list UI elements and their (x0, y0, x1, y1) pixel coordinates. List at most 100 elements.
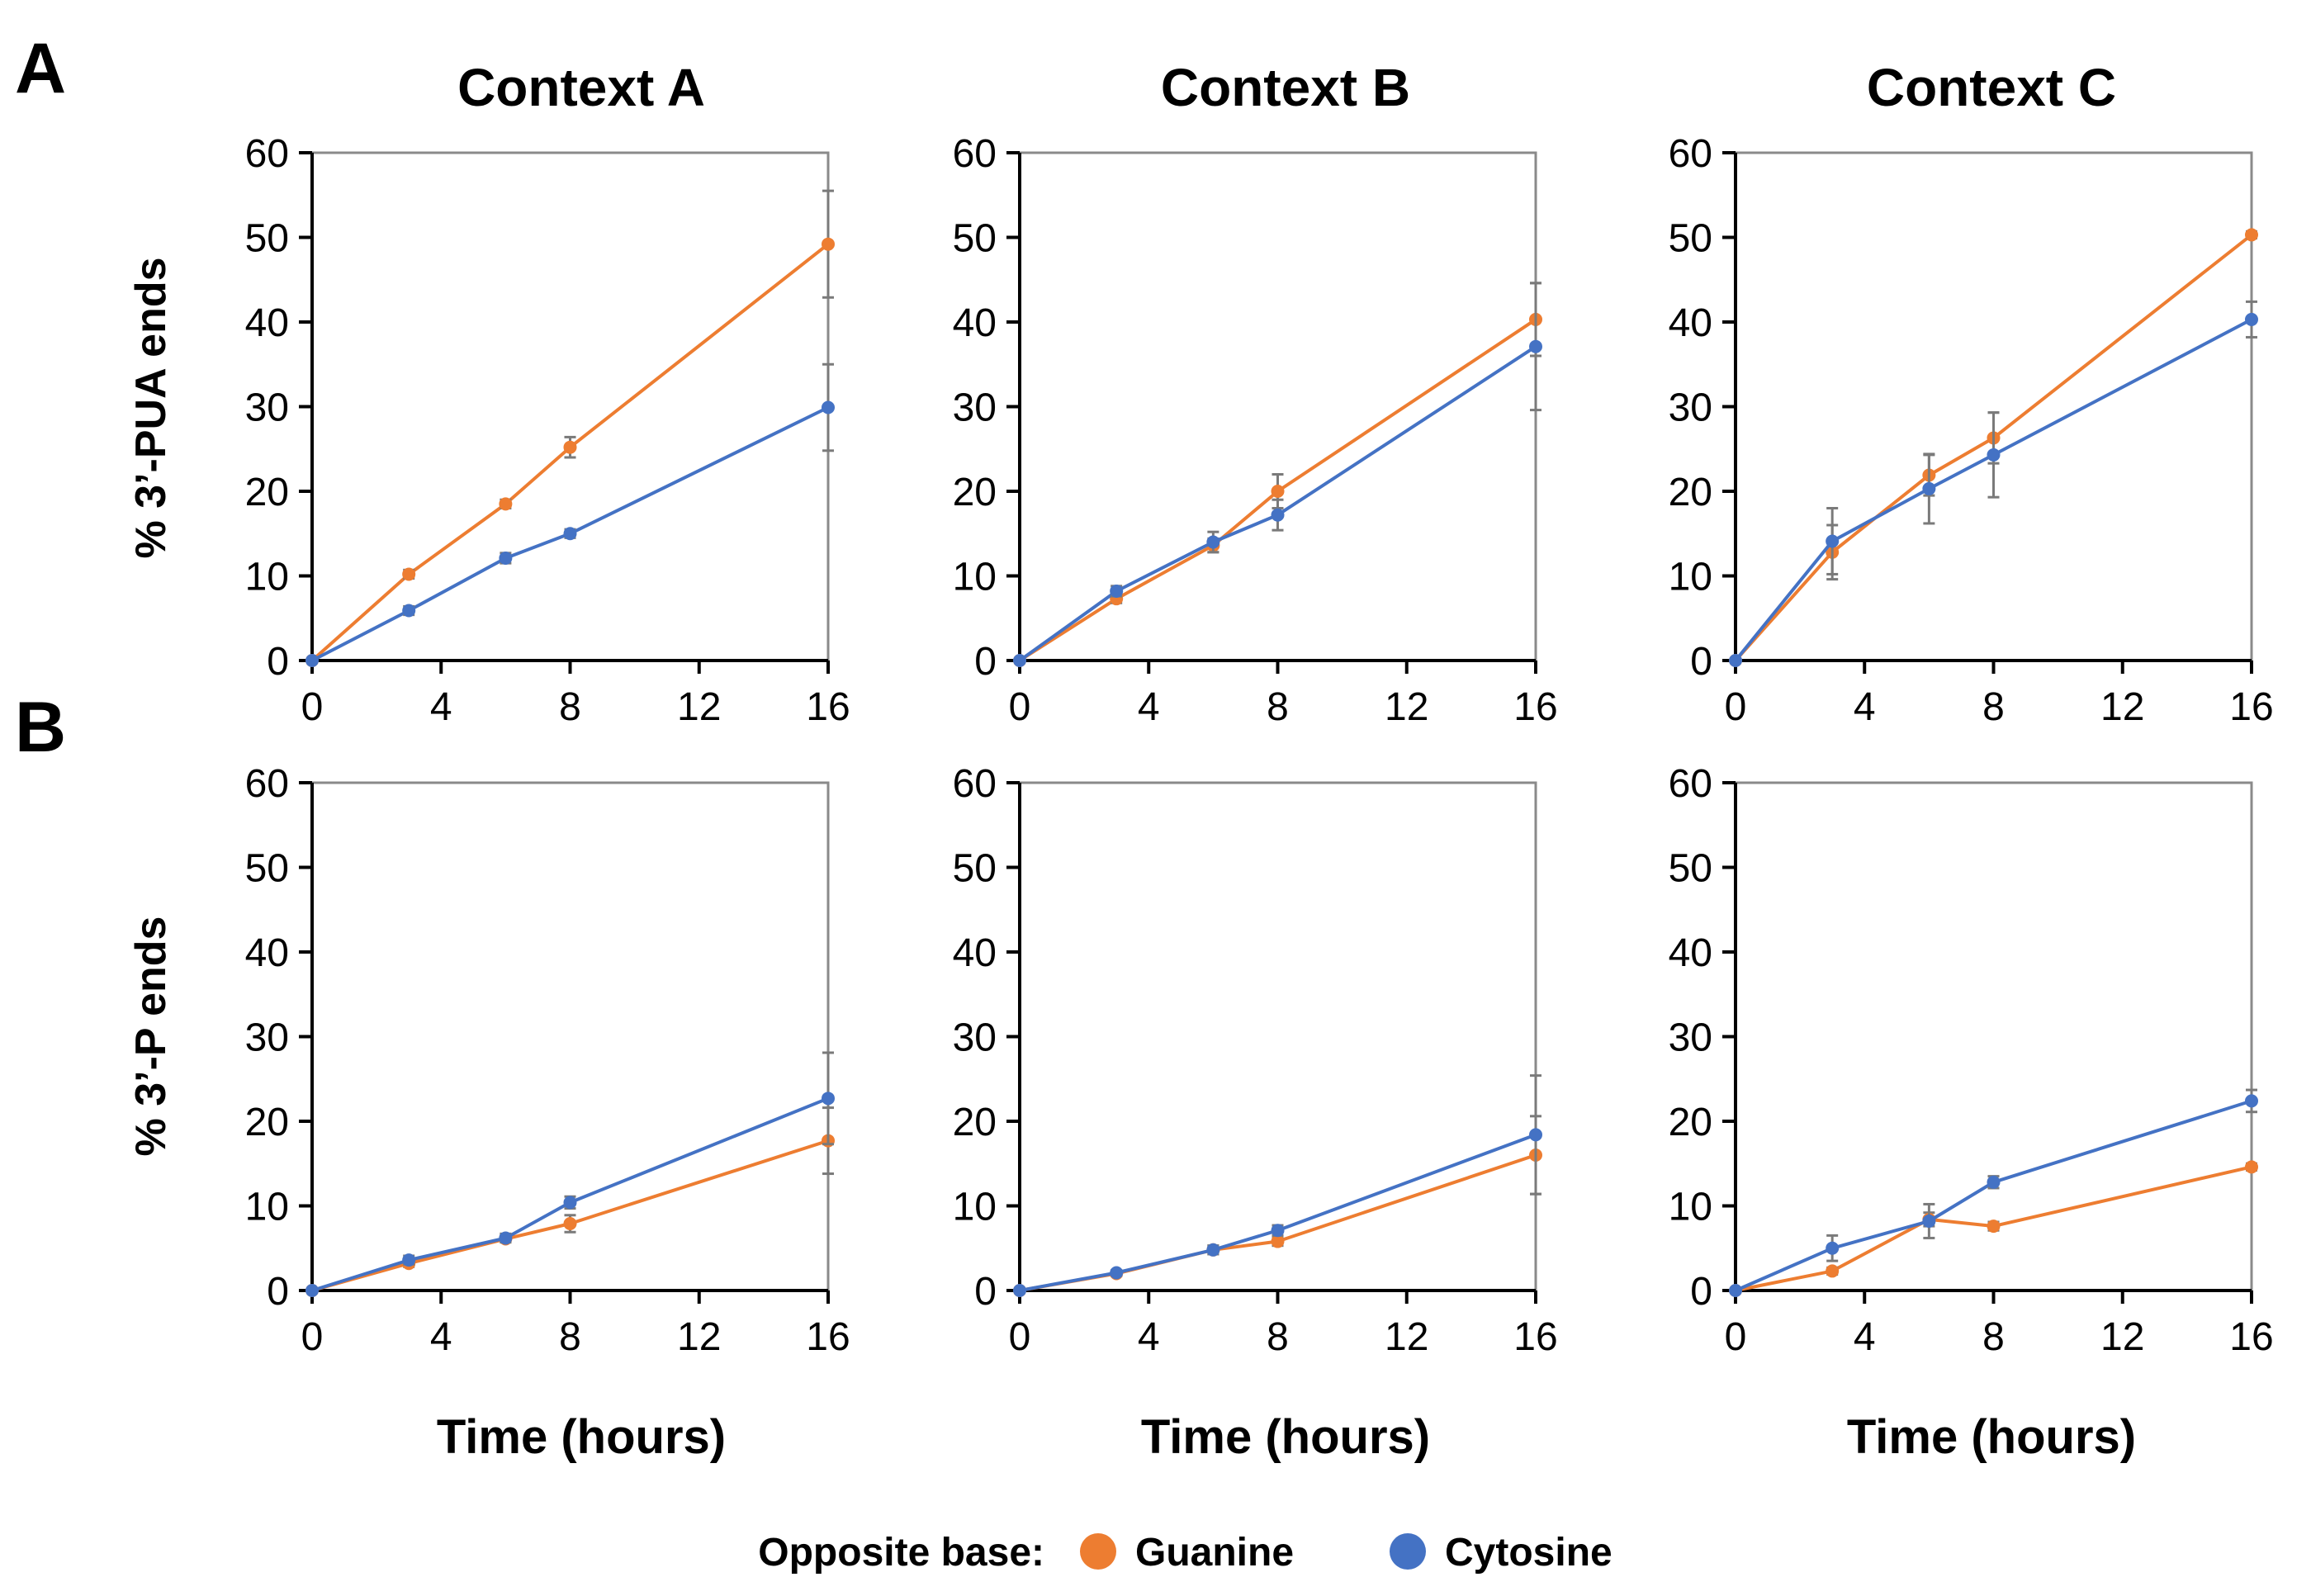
panel-a-context-c-xtick-label: 0 (1725, 685, 1747, 729)
column-title-context-c: Context C (1867, 58, 2116, 117)
panel-a-context-a-xtick-label: 4 (430, 685, 452, 729)
panel-a-context-b-ytick-label: 30 (953, 386, 997, 430)
panel-b-context-b-xtick-label: 16 (1513, 1315, 1557, 1359)
xlabel-context-c: Time (hours) (1847, 1410, 2136, 1464)
panel-b-context-a-ytick-label: 40 (245, 931, 289, 975)
panel-a-context-c-xtick-label: 8 (1982, 685, 2005, 729)
panel-a-context-b-ytick-label: 0 (974, 640, 997, 684)
panel-b-context-b-xtick-label: 0 (1009, 1315, 1031, 1359)
panel-a-context-c-cytosine-point (1987, 448, 2001, 462)
panel-a-context-a-frame (310, 151, 830, 662)
panel-a-context-c-cytosine-point (1729, 654, 1742, 667)
panel-b-context-c-cytosine-point (1826, 1241, 1840, 1255)
panel-a-context-b-cytosine-point (1529, 339, 1542, 353)
panel-a-context-a-ytick-label: 0 (267, 640, 289, 684)
panel-b-context-b-ytick-label: 50 (953, 847, 997, 891)
panel-a-context-c-ytick-label: 60 (1669, 132, 1712, 176)
panel-b-context-b-xtick-label: 12 (1385, 1315, 1428, 1359)
panel-b-context-c-xtick-label: 0 (1725, 1315, 1747, 1359)
panel-a-context-c-xtick-label: 4 (1854, 685, 1876, 729)
panel-a-context-c-cytosine-point (1826, 534, 1840, 548)
panel-a-context-b-xtick-label: 8 (1267, 685, 1289, 729)
panel-a-context-c-ytick-label: 0 (1690, 640, 1712, 684)
legend-label-cytosine: Cytosine (1445, 1531, 1612, 1575)
panel-a-context-a-guanine-point (499, 497, 513, 511)
panel-a-context-c-cytosine-point (2245, 312, 2258, 326)
panel-a-context-b-cytosine-point (1271, 508, 1285, 522)
panel-b-context-a-xtick-label: 0 (301, 1315, 324, 1359)
panel-a-context-a-xtick-label: 16 (806, 685, 850, 729)
panel-a-context-b-guanine-point (1271, 485, 1285, 498)
panel-b-context-a-cytosine-point (822, 1092, 835, 1106)
legend-marker-cytosine (1390, 1533, 1426, 1570)
panel-b-context-b-ytick-label: 20 (953, 1101, 997, 1144)
panel-a-context-b-frame (1018, 151, 1537, 662)
panel-a-context-c-cytosine-point (1922, 481, 1936, 495)
panel-b-context-c-guanine-point (1987, 1219, 2001, 1234)
panel-b-context-c: 0 10 20 30 40 50 60 0 4 8 12 16 (1669, 762, 2274, 1359)
xlabel-context-b: Time (hours) (1141, 1410, 1430, 1464)
panel-b-context-a-cytosine-point (563, 1196, 577, 1210)
panel-a-context-b-xtick-label: 12 (1385, 685, 1428, 729)
panel-a-context-c-ytick-label: 30 (1669, 386, 1712, 430)
panel-b-context-c-ytick-label: 10 (1669, 1186, 1712, 1229)
panel-b-context-c-xtick-label: 8 (1982, 1315, 2005, 1359)
panel-a-context-a-cytosine-point (499, 551, 513, 565)
panel-b-context-b-cytosine-point (1271, 1224, 1285, 1238)
panel-b-context-c-ytick-label: 0 (1690, 1270, 1712, 1314)
panel-b-context-a-cytosine-point (499, 1231, 513, 1245)
panel-b-context-c-ytick-label: 40 (1669, 931, 1712, 975)
legend: Opposite base: Guanine Cytosine (758, 1531, 1612, 1575)
panel-a-context-a-ytick-label: 30 (245, 386, 289, 430)
panel-a-context-b: 0 10 20 30 40 50 60 0 4 8 12 16 (953, 132, 1558, 729)
panel-b-context-c-cytosine-point (1729, 1284, 1742, 1297)
panel-b-context-c-cytosine-point (1922, 1214, 1936, 1228)
panel-a-context-b-ytick-label: 60 (953, 132, 997, 176)
panel-b-context-c-guanine-point (2245, 1160, 2258, 1174)
panel-a-context-b-cytosine-point (1110, 584, 1124, 598)
ylabel-row-a: % 3’-PUA ends (127, 257, 175, 558)
panel-b-context-c-frame (1734, 781, 2253, 1292)
panel-b-context-c-xtick-label: 4 (1854, 1315, 1876, 1359)
panel-a-context-a-cytosine-point (305, 654, 319, 667)
panel-a-context-a-ytick-label: 20 (245, 471, 289, 514)
panel-label-b: B (15, 688, 66, 767)
panel-b-context-c-guanine-point (1826, 1264, 1840, 1278)
column-title-context-b: Context B (1161, 58, 1410, 117)
panel-b-context-a-ytick-label: 60 (245, 762, 289, 806)
panel-b-context-a-guanine-point (563, 1217, 577, 1231)
panel-a-context-b-ytick-label: 40 (953, 301, 997, 345)
panel-b-context-c-cytosine-point (1987, 1175, 2001, 1189)
panel-b-context-c-cytosine-point (2245, 1094, 2258, 1108)
panel-a-context-c-ytick-label: 10 (1669, 556, 1712, 599)
panel-a-context-a-ytick-label: 60 (245, 132, 289, 176)
panel-a-context-a-xtick-label: 0 (301, 685, 324, 729)
panel-label-a: A (15, 29, 66, 108)
panel-b-context-b-ytick-label: 0 (974, 1270, 997, 1314)
column-title-context-a: Context A (457, 58, 705, 117)
panel-a-context-c-xtick-label: 16 (2229, 685, 2273, 729)
panel-a-context-b-ytick-label: 50 (953, 217, 997, 261)
panel-b-context-b-guanine-line (1019, 1153, 1537, 1292)
panel-a-context-b-ytick-label: 20 (953, 471, 997, 514)
panel-a-context-c-guanine-point (2245, 228, 2258, 242)
panel-b-context-c-xtick-label: 12 (2100, 1315, 2144, 1359)
panel-a-context-a-cytosine-point (822, 400, 835, 414)
panel-a-context-b-cytosine-point (1206, 535, 1220, 549)
panel-b-context-c-ytick-label: 30 (1669, 1016, 1712, 1060)
panel-b-context-b-cytosine-point (1206, 1243, 1220, 1257)
panel-b-context-b-frame (1018, 781, 1537, 1292)
panel-a-context-a-guanine-point (822, 237, 835, 251)
panel-a-context-c-ytick-label: 20 (1669, 471, 1712, 514)
panel-b-context-b-xtick-label: 8 (1267, 1315, 1289, 1359)
panel-b-context-b-cytosine-line (1019, 1133, 1537, 1292)
panel-b-context-a: 0 10 20 30 40 50 60 0 4 8 12 16 (245, 762, 850, 1359)
panel-b-context-a-ytick-label: 0 (267, 1270, 289, 1314)
panel-a-context-a-cytosine-point (563, 527, 577, 541)
panel-a-context-c-ytick-label: 50 (1669, 217, 1712, 261)
panel-a-context-b-ytick-label: 10 (953, 556, 997, 599)
panel-a-context-a-cytosine-point (402, 604, 416, 618)
panel-b-context-b: 0 10 20 30 40 50 60 0 4 8 12 16 (953, 762, 1558, 1359)
panel-b-context-b-ytick-label: 60 (953, 762, 997, 806)
